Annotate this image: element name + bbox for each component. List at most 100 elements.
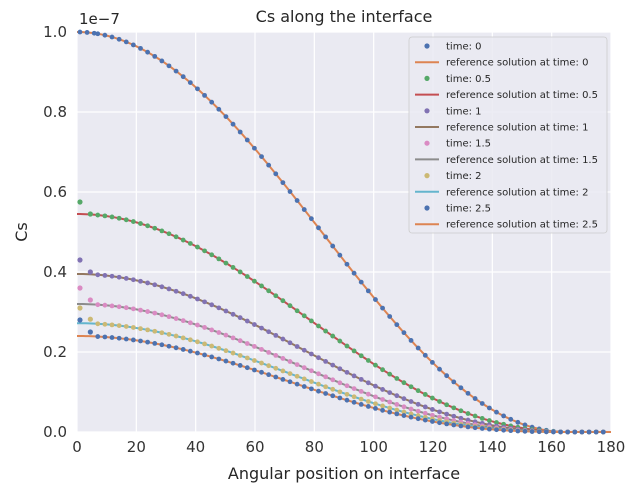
data-point xyxy=(152,282,158,288)
y-tick-label: 0.0 xyxy=(43,423,67,441)
data-point xyxy=(173,288,179,294)
data-point xyxy=(259,154,264,160)
data-point xyxy=(187,241,193,246)
data-point xyxy=(91,30,97,36)
data-point xyxy=(422,410,428,416)
data-point xyxy=(387,399,393,405)
data-point xyxy=(216,305,222,311)
legend-box xyxy=(408,36,608,234)
data-point xyxy=(301,376,307,382)
data-point xyxy=(394,402,400,407)
data-point xyxy=(422,392,428,397)
y-tick-label: 0.6 xyxy=(43,183,67,201)
data-point xyxy=(95,212,101,218)
data-point xyxy=(394,393,400,399)
data-point xyxy=(180,347,186,352)
data-point xyxy=(266,372,272,378)
data-point xyxy=(486,426,492,432)
data-point xyxy=(102,302,108,308)
data-point xyxy=(458,408,464,414)
data-point xyxy=(230,121,236,127)
data-point xyxy=(230,350,236,356)
y-tick-label: 1.0 xyxy=(43,23,67,41)
data-point xyxy=(216,345,222,351)
data-point xyxy=(330,377,336,383)
data-point xyxy=(130,42,136,48)
data-point xyxy=(451,379,457,385)
data-point xyxy=(159,228,165,234)
data-point xyxy=(280,336,286,342)
data-point xyxy=(330,362,336,368)
data-point xyxy=(223,358,229,364)
data-point xyxy=(109,34,115,40)
data-point xyxy=(494,409,499,415)
data-point xyxy=(95,334,101,339)
data-point xyxy=(102,334,108,340)
data-point xyxy=(244,341,250,346)
data-point xyxy=(465,417,471,423)
data-point xyxy=(351,348,357,354)
data-point xyxy=(373,394,378,400)
data-point xyxy=(216,330,222,335)
data-point xyxy=(365,404,371,409)
data-point xyxy=(130,277,136,283)
data-point xyxy=(387,390,393,395)
data-point xyxy=(494,420,499,425)
data-point xyxy=(130,325,136,330)
data-point xyxy=(202,92,207,98)
data-point xyxy=(380,387,385,392)
data-point xyxy=(202,248,207,254)
data-point xyxy=(273,293,279,299)
data-point xyxy=(180,74,186,80)
legend-label: reference solution at time: 2.5 xyxy=(446,220,598,231)
data-point xyxy=(209,354,215,360)
data-point xyxy=(458,385,464,391)
data-point xyxy=(422,352,428,358)
data-point xyxy=(116,323,122,329)
data-point xyxy=(330,386,336,392)
data-point xyxy=(102,213,108,219)
legend-label: time: 0.5 xyxy=(446,74,491,85)
data-point xyxy=(145,309,151,314)
data-point xyxy=(145,339,151,345)
data-point xyxy=(287,303,293,309)
data-point xyxy=(380,403,385,409)
data-point xyxy=(259,283,264,289)
data-point xyxy=(145,327,151,333)
data-point xyxy=(387,314,393,319)
reference-line-series-1 xyxy=(76,31,611,433)
data-point xyxy=(316,371,321,377)
data-point xyxy=(458,423,464,429)
data-point xyxy=(330,243,336,249)
data-point xyxy=(451,405,457,411)
data-point xyxy=(138,307,143,313)
data-point xyxy=(415,345,421,351)
data-point xyxy=(252,145,257,151)
legend: time: 0 reference solution at time: 0 time… xyxy=(408,36,608,234)
data-point xyxy=(266,162,272,168)
data-point xyxy=(244,355,250,361)
data-point xyxy=(536,429,542,435)
data-point xyxy=(159,342,165,348)
data-point xyxy=(195,322,200,328)
data-point xyxy=(130,306,136,312)
data-point xyxy=(351,270,357,276)
data-point xyxy=(515,419,521,425)
reference-line-series-11 xyxy=(76,335,611,433)
data-point xyxy=(430,419,435,424)
data-point xyxy=(180,335,186,341)
data-point xyxy=(138,338,143,344)
data-point xyxy=(437,399,442,404)
data-point xyxy=(358,389,364,394)
data-point xyxy=(287,359,293,364)
data-point xyxy=(187,337,193,343)
data-point xyxy=(373,297,378,302)
legend-label: time: 1 xyxy=(446,106,482,117)
data-point xyxy=(308,379,314,384)
data-point xyxy=(515,428,521,434)
data-point xyxy=(437,414,442,420)
data-point xyxy=(465,424,471,430)
data-point xyxy=(308,386,314,392)
data-point xyxy=(244,318,250,324)
